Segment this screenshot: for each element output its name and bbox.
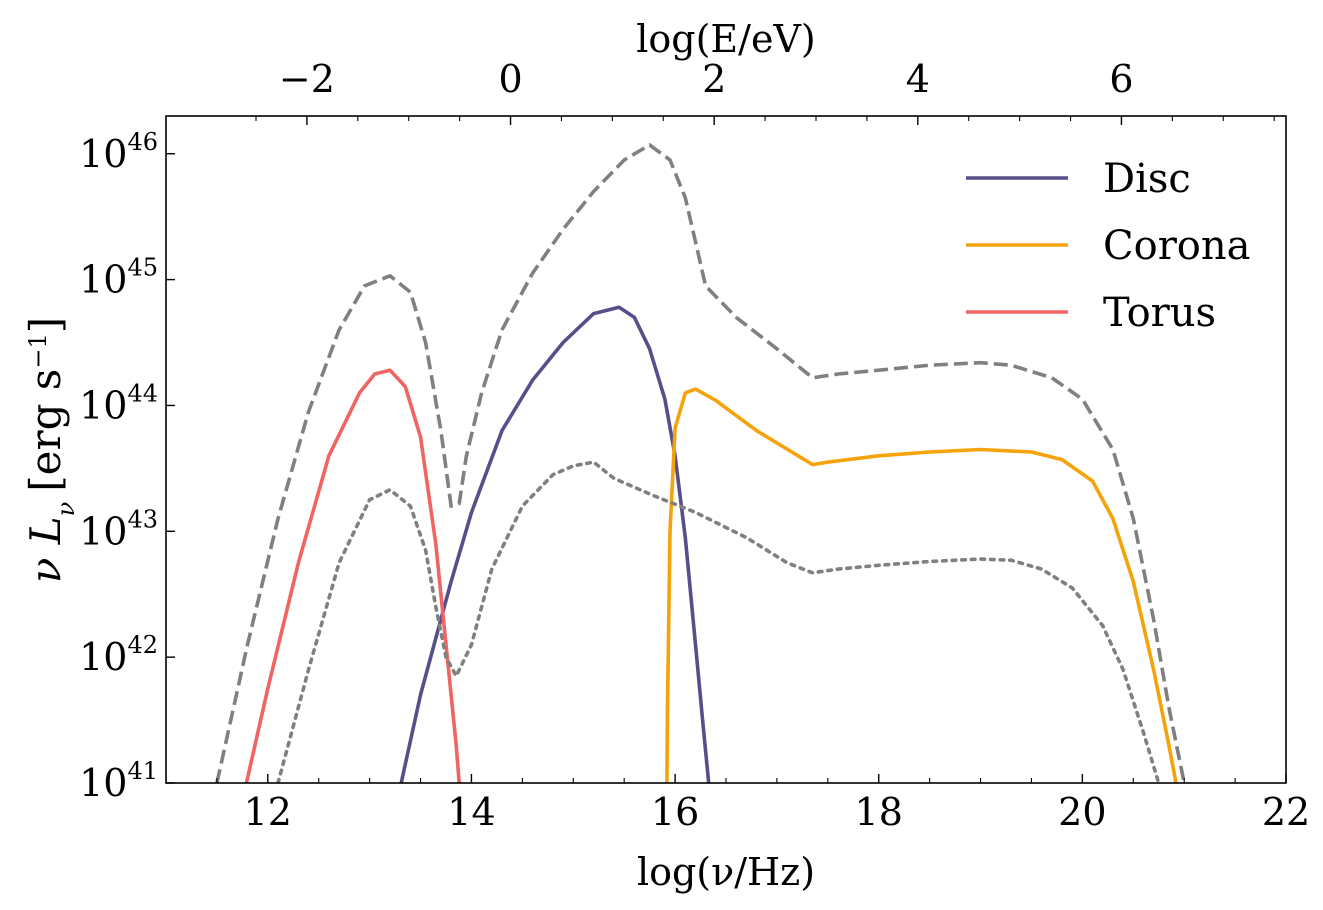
top-tick-label: 0 <box>498 57 522 101</box>
legend-label-corona: Corona <box>1103 223 1251 269</box>
y-tick-label: 1045 <box>79 254 158 302</box>
y-axis-label-units-sup: −1 <box>24 333 52 368</box>
top-axis-label: log(E/eV) <box>636 17 815 61</box>
series-line-corona <box>665 387 1178 783</box>
top-tick-label: −2 <box>279 57 335 101</box>
x-tick-label: 20 <box>1058 790 1106 834</box>
series-line-total-dashed <box>215 143 1186 783</box>
legend: Disc Corona Torus <box>966 156 1251 336</box>
top-tick-label: 4 <box>906 57 930 101</box>
x-tick-label: 22 <box>1262 790 1310 834</box>
x-tick-label: 18 <box>855 790 903 834</box>
top-tick-label: 2 <box>702 57 726 101</box>
top-tick-label: 6 <box>1109 57 1133 101</box>
plot-frame <box>165 115 1287 784</box>
series-line-total-dotted <box>276 460 1161 783</box>
ticks-layer: 12 14 16 18 20 22 −2 0 2 4 6 1041 1042 1043 1044 1045 10… <box>79 57 1310 834</box>
x-tick-label: 14 <box>447 790 495 834</box>
legend-label-disc: Disc <box>1103 156 1191 202</box>
y-axis-label-units: [erg s <box>21 369 70 492</box>
y-tick-label: 1042 <box>79 631 158 679</box>
y-axis-label-units-close: ] <box>21 317 70 333</box>
series-line-torus <box>244 368 461 783</box>
y-axis-label-sub: ν <box>52 502 80 517</box>
y-tick-label: 1046 <box>79 128 158 176</box>
x-axis-label: log(ν/Hz) <box>637 850 815 894</box>
series-layer <box>215 143 1186 783</box>
y-tick-label: 1041 <box>79 757 158 805</box>
y-tick-label: 1043 <box>79 505 158 553</box>
x-tick-label: 16 <box>651 790 699 834</box>
y-axis-label: ν Lν [erg s−1] <box>21 317 80 583</box>
y-axis-label-main: ν L <box>21 516 70 583</box>
x-tick-label: 12 <box>244 790 292 834</box>
legend-label-torus: Torus <box>1103 290 1216 336</box>
series-line-disc <box>399 305 711 783</box>
y-tick-label: 1044 <box>79 379 158 427</box>
